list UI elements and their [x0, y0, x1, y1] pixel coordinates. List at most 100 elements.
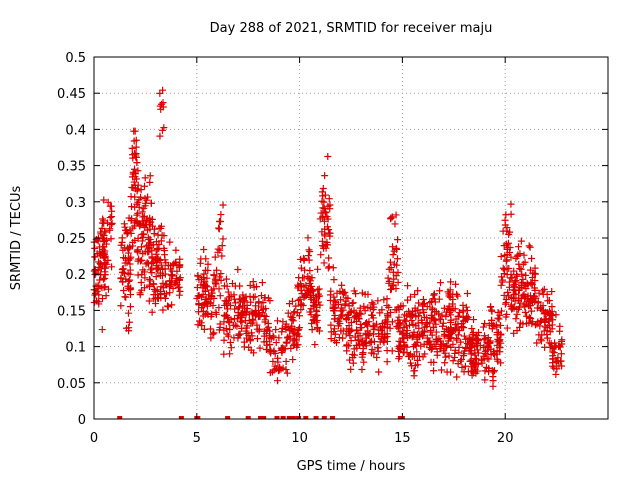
data-point — [344, 294, 352, 302]
data-point — [134, 167, 142, 175]
data-point — [226, 350, 234, 358]
data-point — [137, 279, 145, 287]
data-point — [254, 306, 262, 314]
data-point — [214, 248, 222, 256]
data-point — [201, 287, 209, 295]
data-point — [240, 304, 248, 312]
data-point — [133, 247, 141, 255]
data-point — [428, 344, 436, 352]
data-point — [329, 264, 337, 272]
data-point — [325, 263, 333, 271]
data-point — [474, 335, 482, 343]
data-point — [118, 278, 126, 286]
data-point — [157, 237, 165, 245]
zero-value-mark — [313, 416, 319, 419]
data-point — [472, 355, 480, 363]
data-point — [137, 193, 145, 201]
data-point — [108, 263, 116, 271]
data-point — [319, 204, 327, 212]
data-point — [408, 317, 416, 325]
data-point — [126, 260, 134, 268]
data-point — [125, 277, 133, 285]
data-point — [153, 245, 161, 253]
data-point — [438, 311, 446, 319]
data-point — [199, 312, 207, 320]
data-point — [227, 344, 235, 352]
data-point — [249, 293, 257, 301]
data-point — [385, 303, 393, 311]
data-point — [374, 297, 382, 305]
data-point — [330, 304, 338, 312]
data-point — [203, 283, 211, 291]
data-point — [125, 245, 133, 253]
zero-value-mark — [261, 416, 267, 419]
data-point — [368, 345, 376, 353]
data-point — [319, 184, 327, 192]
data-point — [352, 312, 360, 320]
data-point — [404, 282, 412, 290]
data-point — [495, 315, 503, 323]
data-point — [511, 286, 519, 294]
data-point — [421, 350, 429, 358]
data-point — [397, 303, 405, 311]
data-point — [466, 338, 474, 346]
data-point — [134, 257, 142, 265]
data-point — [513, 272, 521, 280]
data-point — [286, 300, 294, 308]
data-point — [454, 292, 462, 300]
data-point — [477, 356, 485, 364]
data-point — [229, 321, 237, 329]
data-point — [171, 279, 179, 287]
data-point — [497, 339, 505, 347]
y-tick-label: 0.1 — [65, 341, 86, 356]
data-point — [406, 321, 414, 329]
data-point — [542, 315, 550, 323]
data-point — [343, 341, 351, 349]
data-point — [101, 264, 109, 272]
data-point — [552, 370, 560, 378]
data-point — [160, 232, 168, 240]
data-point — [306, 267, 314, 275]
data-point — [362, 342, 370, 350]
data-point — [200, 325, 208, 333]
data-point — [262, 312, 270, 320]
x-tick-label: 15 — [394, 431, 411, 446]
data-point — [506, 228, 514, 236]
data-point — [266, 297, 274, 305]
data-point — [407, 293, 415, 301]
data-point — [303, 290, 311, 298]
data-point — [447, 343, 455, 351]
data-point — [337, 327, 345, 335]
data-point — [124, 309, 132, 317]
data-point — [481, 367, 489, 375]
data-point — [551, 339, 559, 347]
data-point — [289, 342, 297, 350]
data-point — [222, 325, 230, 333]
data-point — [507, 253, 515, 261]
data-point — [100, 249, 108, 257]
data-point — [156, 291, 164, 299]
data-point — [406, 359, 414, 367]
data-point — [130, 165, 138, 173]
data-point — [364, 327, 372, 335]
data-point — [528, 274, 536, 282]
data-point — [327, 335, 335, 343]
data-point — [325, 226, 333, 234]
data-point — [319, 213, 327, 221]
data-point — [220, 282, 228, 290]
data-point — [126, 303, 134, 311]
data-point — [241, 297, 249, 305]
data-point — [149, 222, 157, 230]
data-point — [346, 308, 354, 316]
data-point — [457, 357, 465, 365]
data-point — [385, 277, 393, 285]
data-point — [145, 283, 153, 291]
data-point — [279, 318, 287, 326]
data-point — [137, 286, 145, 294]
data-point — [226, 338, 234, 346]
y-tick-label: 0.3 — [65, 196, 86, 211]
data-point — [445, 333, 453, 341]
data-point — [386, 258, 394, 266]
data-point — [266, 327, 274, 335]
data-point — [417, 342, 425, 350]
